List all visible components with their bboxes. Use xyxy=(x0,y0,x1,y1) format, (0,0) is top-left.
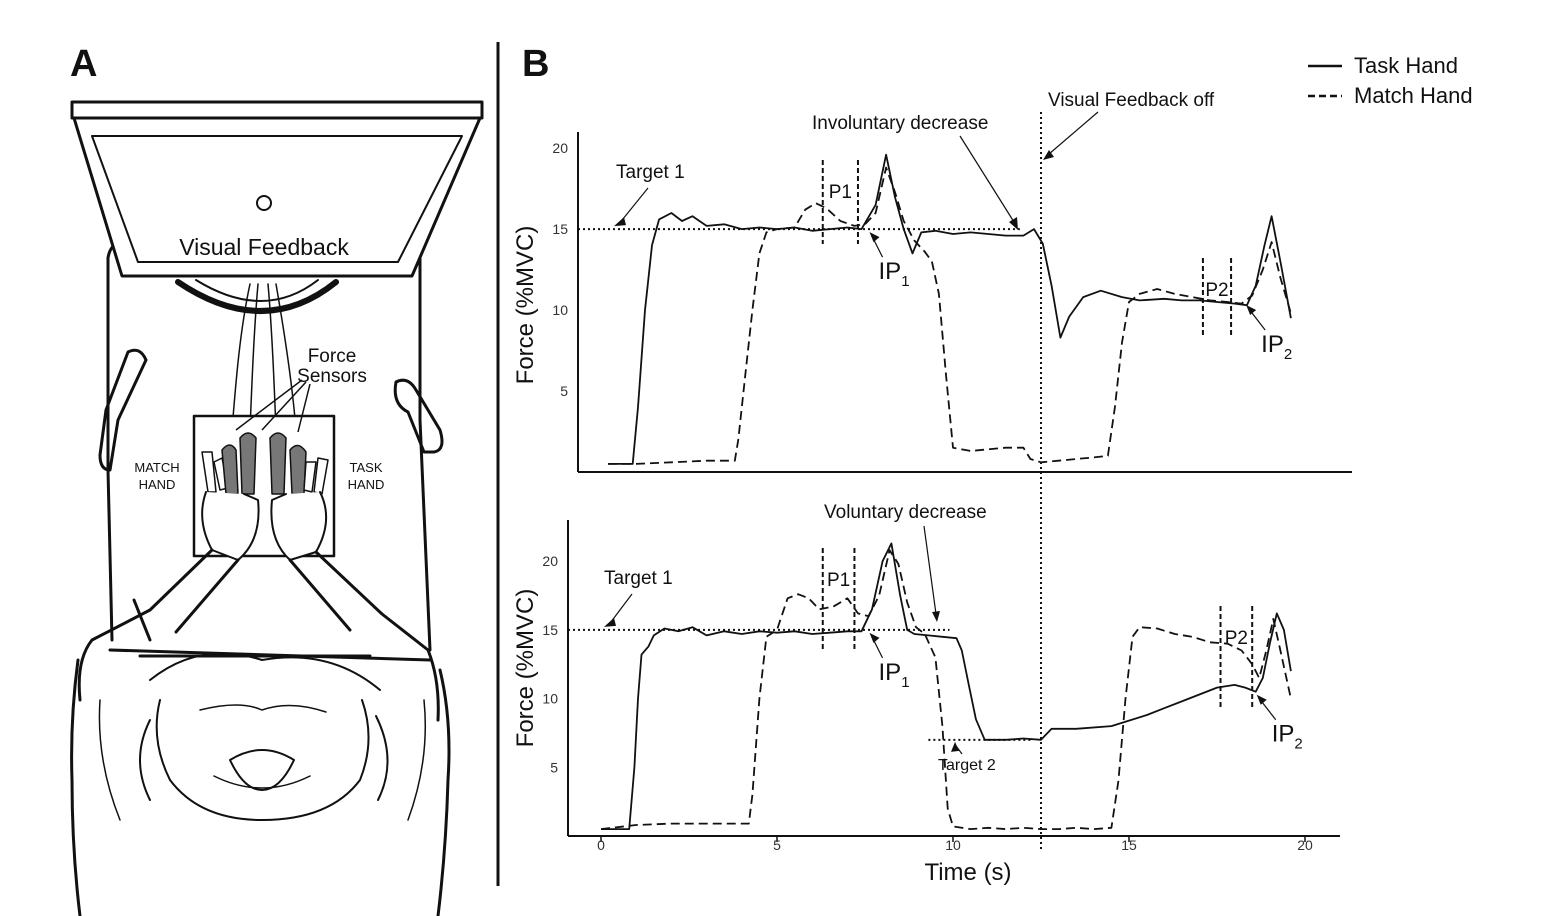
series-match-hand xyxy=(608,166,1292,465)
task-hand-label-line2: HAND xyxy=(348,477,385,492)
panel-a: A xyxy=(70,43,484,916)
decrease-annotation: Involuntary decrease xyxy=(812,113,988,134)
ip-arrowhead xyxy=(869,632,880,643)
decrease-arrowhead xyxy=(1009,217,1018,230)
ip-arrowhead xyxy=(1246,305,1257,315)
decrease-arrow xyxy=(959,135,1015,223)
y-tick-label: 5 xyxy=(550,759,558,775)
y-axis-title-top: Force (%MVC) xyxy=(512,226,539,385)
match-hand-label-line2: HAND xyxy=(139,477,176,492)
target1-arrowhead xyxy=(614,217,626,227)
x-tick-label: 20 xyxy=(1297,837,1313,853)
monitor xyxy=(70,100,484,278)
y-tick-label: 5 xyxy=(560,383,568,399)
target1-arrowhead xyxy=(604,617,616,627)
target2-label: Target 2 xyxy=(938,757,996,774)
setup-illustration xyxy=(70,100,484,916)
task-hand-label-line1: TASK xyxy=(350,460,383,475)
x-tick-label: 0 xyxy=(597,837,605,853)
x-tick-label: 5 xyxy=(773,837,781,853)
y-axis-title-bottom: Force (%MVC) xyxy=(512,589,539,748)
decrease-arrowhead xyxy=(932,611,940,622)
match-hand-label-line1: MATCH xyxy=(134,460,179,475)
x-tick-label: 10 xyxy=(945,837,961,853)
force-sensors-label-line1: Force xyxy=(308,346,357,367)
chart-involuntary-decrease: 5 10 15 20 Target 1 P1 P2 IP1 IP2 Involuntary dec… xyxy=(552,113,1352,473)
force-sensors-pointer xyxy=(235,379,311,433)
legend-match-hand: Match Hand xyxy=(1354,83,1473,108)
y-tick-label: 20 xyxy=(552,140,568,156)
y-tick-label: 15 xyxy=(552,221,568,237)
feedback-dot-icon xyxy=(256,195,272,211)
window-label: P1 xyxy=(829,182,852,203)
panel-b: B Task Hand Match Hand Visual Feedback o… xyxy=(512,43,1473,886)
y-tick-label: 10 xyxy=(542,691,558,707)
target1-label: Target 1 xyxy=(616,162,685,183)
visual-feedback-off-arrowhead xyxy=(1043,150,1054,160)
series-task-hand xyxy=(608,153,1292,465)
ip-label: IP2 xyxy=(1261,331,1292,363)
force-sensors-label-line2: Sensors xyxy=(297,366,367,387)
decrease-arrow xyxy=(923,525,937,615)
legend-task-hand: Task Hand xyxy=(1354,53,1458,78)
target2-arrowhead xyxy=(951,741,959,752)
y-tick-label: 20 xyxy=(542,553,558,569)
window-label: P1 xyxy=(827,570,850,591)
y-tick-label: 10 xyxy=(552,302,568,318)
window-label: P2 xyxy=(1225,628,1248,649)
legend: Task Hand Match Hand xyxy=(1308,53,1473,108)
visual-feedback-off-arrow xyxy=(1048,111,1099,155)
panel-b-letter: B xyxy=(522,43,549,85)
decrease-annotation: Voluntary decrease xyxy=(824,502,987,523)
panel-a-letter: A xyxy=(70,43,97,85)
x-tick-label: 15 xyxy=(1121,837,1137,853)
series-match-hand xyxy=(600,549,1292,830)
ip-label: IP1 xyxy=(879,258,910,290)
force-sensor-fingers xyxy=(201,432,329,495)
y-tick-label: 15 xyxy=(542,622,558,638)
visual-feedback-label: Visual Feedback xyxy=(179,234,349,260)
target1-label: Target 1 xyxy=(604,568,673,589)
chart-voluntary-decrease: 5 10 15 20 0 5 10 15 20 Target 1 Target 2 P1 P2 IP1 IP… xyxy=(542,502,1340,853)
ip-arrowhead xyxy=(1256,694,1267,705)
series-task-hand xyxy=(601,542,1292,830)
ip-label: IP2 xyxy=(1272,721,1303,753)
visual-feedback-off-label: Visual Feedback off xyxy=(1048,90,1215,111)
ip-arrowhead xyxy=(869,232,880,243)
ip-label: IP1 xyxy=(879,659,910,691)
window-label: P2 xyxy=(1205,280,1228,301)
x-axis-title: Time (s) xyxy=(924,859,1011,886)
